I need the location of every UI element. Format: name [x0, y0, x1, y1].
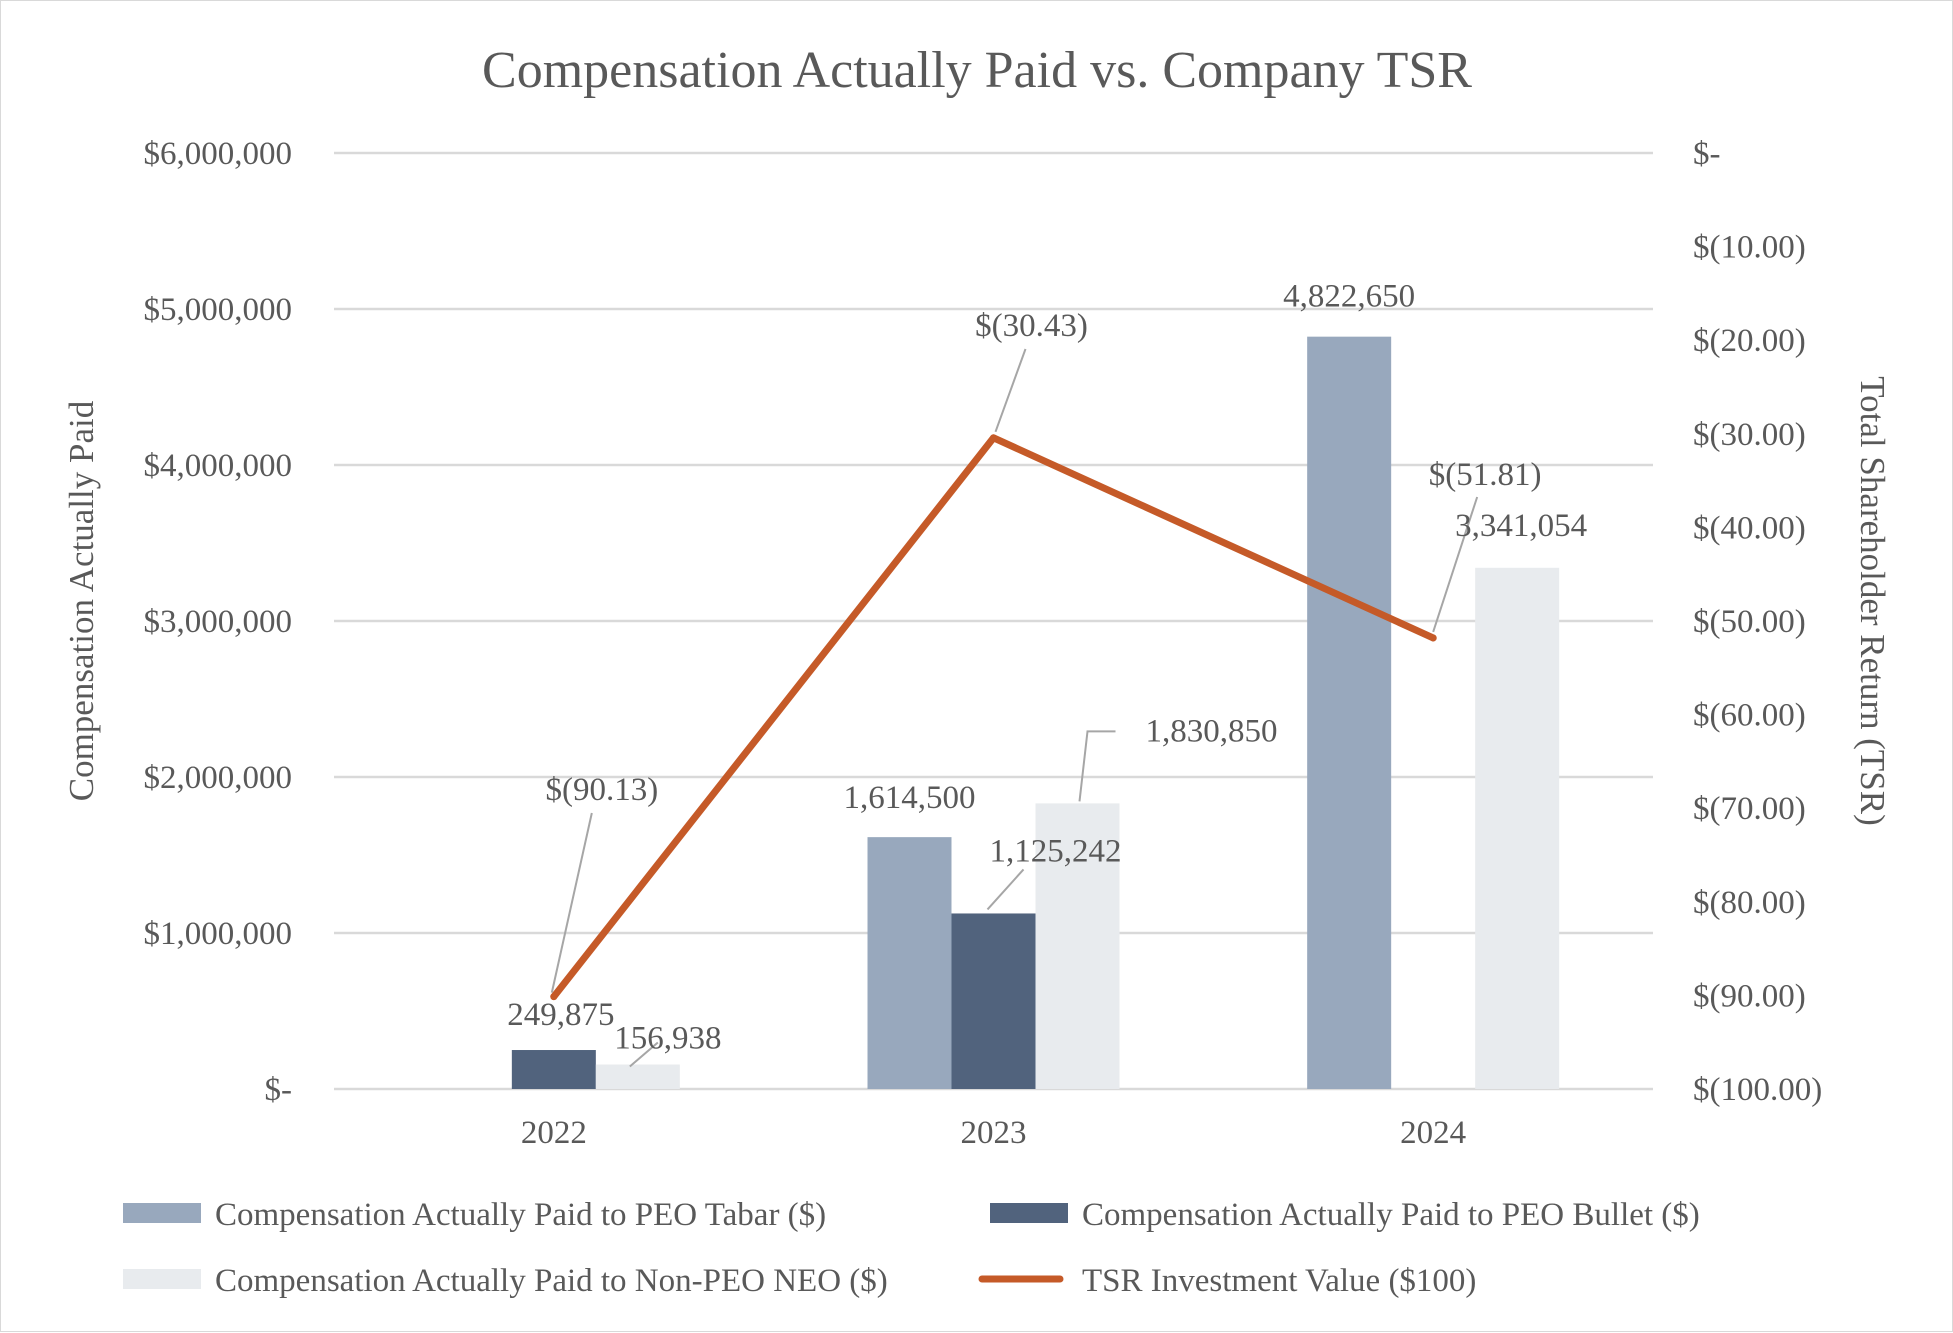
y-axis-title: Compensation Actually Paid [62, 400, 101, 801]
data-label-s0-2023: 1,614,500 [844, 780, 976, 816]
data-label-s3-2022: $(90.13) [545, 772, 658, 808]
tsr-point-2023 [990, 434, 997, 442]
bar-s0-2023 [867, 837, 952, 1089]
y-tick-label: $- [265, 1072, 293, 1108]
tsr-point-2022 [550, 993, 558, 1001]
leader-line [1078, 730, 1116, 802]
legend-label-1: Compensation Actually Paid to PEO Bullet… [1082, 1197, 1700, 1233]
bar-s2-2024 [1475, 567, 1560, 1089]
data-labels: 1,614,500 4,822,650 249,875 1,125,242 156,93… [507, 279, 1587, 1057]
chart-title: Compensation Actually Paid vs. Company T… [482, 42, 1472, 99]
y2-tick-label: $- [1693, 136, 1721, 172]
x-tick-label: 2023 [961, 1115, 1027, 1151]
y2-tick-label: $(100.00) [1693, 1072, 1822, 1108]
legend-label-2: Compensation Actually Paid to Non-PEO NE… [215, 1263, 888, 1299]
leader-line [629, 1041, 659, 1068]
y-tick-label: $3,000,000 [144, 604, 293, 640]
legend-label-0: Compensation Actually Paid to PEO Tabar … [215, 1197, 826, 1233]
bars [511, 336, 1560, 1089]
leader-line [986, 868, 1025, 911]
legend-swatch-0 [123, 1203, 201, 1223]
y2-tick-label: $(20.00) [1693, 323, 1806, 359]
y-tick-label: $5,000,000 [144, 292, 293, 328]
x-axis-ticks: 2022 2023 2024 [521, 1115, 1466, 1151]
leader-lines [550, 348, 1479, 1068]
legend-label-3: TSR Investment Value ($100) [1082, 1263, 1476, 1299]
left-axis-ticks: $6,000,000 $5,000,000 $4,000,000 $3,000,000… [144, 136, 293, 1108]
legend-swatch-2 [123, 1269, 201, 1289]
leader-line [994, 348, 1027, 433]
y2-tick-label: $(60.00) [1693, 698, 1806, 734]
right-axis-ticks: $- $(10.00) $(20.00) $(30.00) $(40.00) $(50.0… [1693, 136, 1822, 1108]
x-tick-label: 2024 [1400, 1115, 1466, 1151]
data-label-s1-2023: 1,125,242 [990, 833, 1122, 869]
bar-s2-2023 [1035, 803, 1120, 1089]
x-tick-label: 2022 [521, 1115, 587, 1151]
tsr-line-group [550, 434, 1437, 1001]
data-label-s0-2024: 4,822,650 [1283, 279, 1415, 315]
y2-tick-label: $(30.00) [1693, 417, 1806, 453]
y-tick-label: $1,000,000 [144, 916, 293, 952]
y2-axis-title: Total Shareholder Return (TSR) [1853, 376, 1892, 826]
data-label-s3-2023: $(30.43) [975, 308, 1088, 344]
leader-line [550, 812, 593, 993]
tsr-point-2024 [1429, 634, 1437, 642]
data-label-s3-2024: $(51.81) [1429, 457, 1542, 493]
data-label-s1-2022: 249,875 [507, 997, 614, 1033]
bar-s1-2023 [951, 913, 1036, 1089]
legend-swatch-1 [990, 1203, 1068, 1223]
legend: Compensation Actually Paid to PEO Tabar … [123, 1197, 1700, 1299]
data-label-s2-2024: 3,341,054 [1455, 508, 1587, 544]
y2-tick-label: $(90.00) [1693, 978, 1806, 1014]
y2-tick-label: $(50.00) [1693, 604, 1806, 640]
y-tick-label: $4,000,000 [144, 448, 293, 484]
bar-s0-2024 [1307, 336, 1392, 1089]
leader-line [1432, 496, 1479, 633]
data-label-s2-2022: 156,938 [614, 1021, 721, 1057]
y-tick-label: $6,000,000 [144, 136, 293, 172]
y-tick-label: $2,000,000 [144, 760, 293, 796]
tsr-line [550, 434, 1437, 1001]
y2-tick-label: $(40.00) [1693, 510, 1806, 546]
bar-s1-2022 [511, 1050, 596, 1089]
y2-tick-label: $(70.00) [1693, 791, 1806, 827]
y2-tick-label: $(80.00) [1693, 885, 1806, 921]
bar-s2-2022 [595, 1064, 680, 1089]
y2-tick-label: $(10.00) [1693, 230, 1806, 266]
data-label-s2-2023: 1,830,850 [1146, 713, 1278, 749]
